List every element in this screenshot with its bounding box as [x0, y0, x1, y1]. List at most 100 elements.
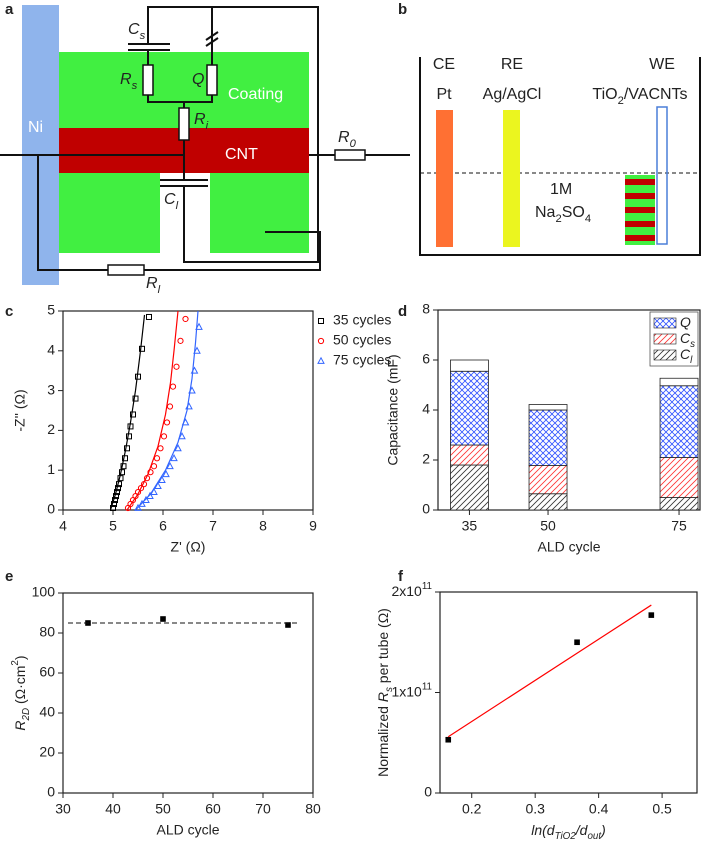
y-axis-label: Capacitance (mF) [385, 354, 401, 465]
marker [190, 366, 199, 374]
marker [116, 481, 122, 488]
marker [173, 363, 180, 370]
y-tick-label: 6 [422, 351, 430, 367]
fit-line [126, 310, 179, 511]
y-tick-label: 2 [422, 451, 430, 467]
text-part: SO [562, 204, 585, 221]
x-tick-label: 80 [305, 801, 321, 817]
y-tick-label: 20 [39, 744, 55, 760]
marker [134, 503, 142, 511]
marker [182, 315, 189, 323]
legend-label: 75 cycles [333, 352, 391, 368]
legend-label: Cl [680, 346, 693, 366]
text-part: Normalized [375, 702, 391, 777]
marker [166, 461, 174, 470]
text-part: C [680, 330, 691, 346]
x-tick-label: 9 [309, 518, 317, 534]
marker [177, 337, 184, 344]
marker [120, 463, 127, 470]
text-part: 11 [422, 581, 432, 592]
marker [445, 736, 452, 743]
marker [113, 493, 119, 500]
y-tick-label: 0 [47, 501, 55, 517]
text-part: R [194, 111, 206, 128]
text-part: i [206, 120, 209, 132]
element-label: Cl [164, 191, 179, 212]
electrode-name: WE [649, 56, 675, 73]
text-part: R [338, 129, 350, 146]
sample-stripe [625, 179, 655, 185]
marker [178, 432, 186, 440]
text-part: 2 [555, 213, 561, 225]
reference-electrode [503, 110, 520, 247]
cpe-symbol [205, 31, 219, 47]
marker [110, 505, 116, 512]
text-part: TiO2 [555, 831, 577, 841]
beaker [419, 57, 701, 256]
ni-electrode [22, 5, 59, 285]
marker [174, 444, 182, 452]
marker [114, 489, 120, 496]
text-part: R [375, 692, 391, 702]
bar-segment [528, 465, 568, 495]
marker [140, 481, 148, 488]
y-tick-label: 0 [47, 784, 55, 800]
text-part: Q [680, 314, 691, 330]
marker [163, 419, 171, 426]
text-part: 2 [618, 95, 624, 107]
marker [195, 322, 203, 330]
sample-stripe [625, 207, 655, 213]
fit-line [109, 314, 146, 511]
x-tick-label: 5 [109, 518, 117, 534]
y-axis-label: -Z'' (Ω) [12, 389, 28, 431]
wire [0, 6, 410, 271]
resistor [178, 107, 190, 141]
x-tick-label: 75 [671, 518, 687, 534]
legend-label: 35 cycles [333, 312, 391, 328]
electrolyte-concentration: 1M [550, 181, 572, 198]
marker [170, 454, 178, 462]
capacitor [128, 43, 208, 187]
text-part: C [680, 346, 691, 362]
marker [115, 485, 121, 492]
text-part: l [690, 355, 693, 366]
plot-frame [62, 310, 314, 511]
bar-segment [450, 444, 489, 466]
marker [317, 356, 325, 364]
marker [158, 475, 166, 484]
panel-label: b [398, 1, 407, 18]
marker [169, 383, 177, 390]
plot-frame [439, 591, 698, 794]
x-tick-label: 6 [159, 518, 167, 534]
bar-segment [450, 359, 489, 372]
element-label: Ri [194, 111, 209, 132]
marker [111, 501, 117, 508]
marker [153, 455, 161, 462]
legend-label: Q [680, 314, 691, 330]
text-part: TiO [592, 86, 617, 103]
marker [160, 616, 166, 622]
marker [157, 445, 164, 452]
y-tick-label: 2x1011 [391, 581, 432, 599]
legend-swatch [653, 333, 677, 345]
y-tick-label: 80 [39, 624, 55, 640]
marker [127, 423, 134, 430]
y-tick-label: 1x1011 [391, 682, 432, 700]
text-part: C [128, 21, 140, 38]
x-tick-label: 0.3 [525, 801, 545, 817]
cpe [206, 64, 218, 96]
coating-region [58, 173, 160, 253]
x-tick-label: 4 [59, 518, 67, 534]
x-axis-label: ln(dTiO2/dout) [531, 822, 606, 841]
marker [193, 346, 201, 354]
marker [126, 433, 132, 440]
element-label: Rs [120, 71, 138, 92]
x-axis-label: Z' (Ω) [171, 539, 206, 555]
element-label: R0 [338, 129, 357, 150]
y-tick-label: 4 [422, 401, 430, 417]
y-tick-label: 40 [39, 704, 55, 720]
sample-stripe [625, 235, 655, 241]
text-part: C [164, 191, 176, 208]
legend-label: Cs [680, 330, 695, 350]
legend-swatch [653, 349, 677, 361]
